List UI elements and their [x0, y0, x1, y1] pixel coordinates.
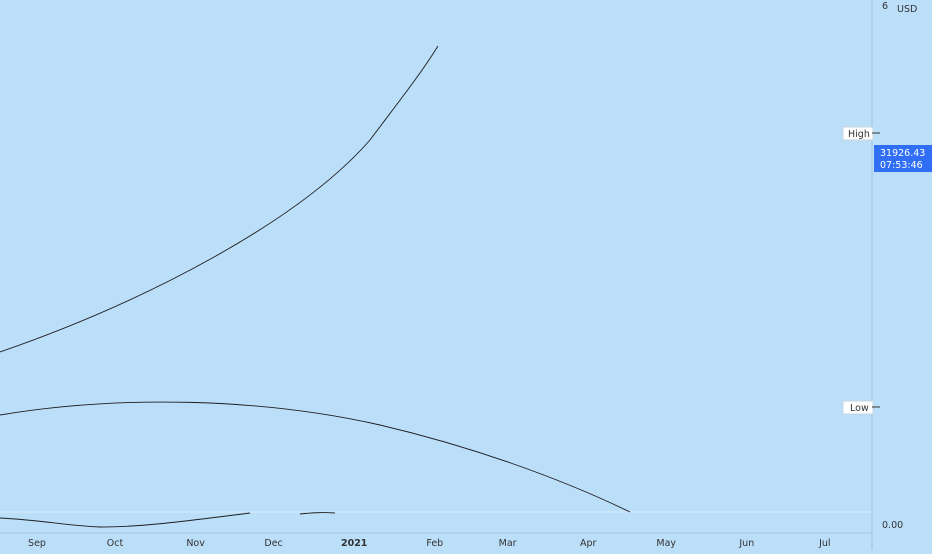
time-tick-label-9: Jun: [738, 538, 754, 549]
time-tick-label-8: May: [656, 538, 676, 549]
time-tick-label-4: 2021: [341, 538, 367, 549]
time-tick-label-1: Oct: [107, 538, 124, 549]
time-tick-label-0: Sep: [28, 538, 46, 549]
time-tick-label-3: Dec: [264, 538, 282, 549]
oscillator-line: [0, 512, 336, 528]
time-tick-label-2: Nov: [186, 538, 205, 549]
time-tick-label-6: Mar: [499, 538, 517, 549]
high-marker: High: [842, 126, 880, 141]
time-tick-label-10: Jul: [818, 538, 830, 549]
lower-arc-line: [0, 401, 631, 513]
high-label: High: [848, 129, 870, 140]
time-tick-label-7: Apr: [580, 538, 597, 549]
time-tick-label-5: Feb: [426, 538, 443, 549]
upper-arc-line: [0, 45, 439, 353]
top-partial-tick: 6: [882, 1, 888, 12]
last-price-tag: 31926.43 07:53:46: [874, 145, 932, 172]
low-marker: Low: [842, 400, 880, 415]
last-price-countdown: 07:53:46: [880, 160, 923, 171]
oscillator-zero-label: 0.00: [882, 520, 903, 531]
last-price-value: 31926.43: [880, 148, 925, 159]
low-label: Low: [850, 403, 869, 414]
currency-label: USD: [897, 4, 917, 15]
